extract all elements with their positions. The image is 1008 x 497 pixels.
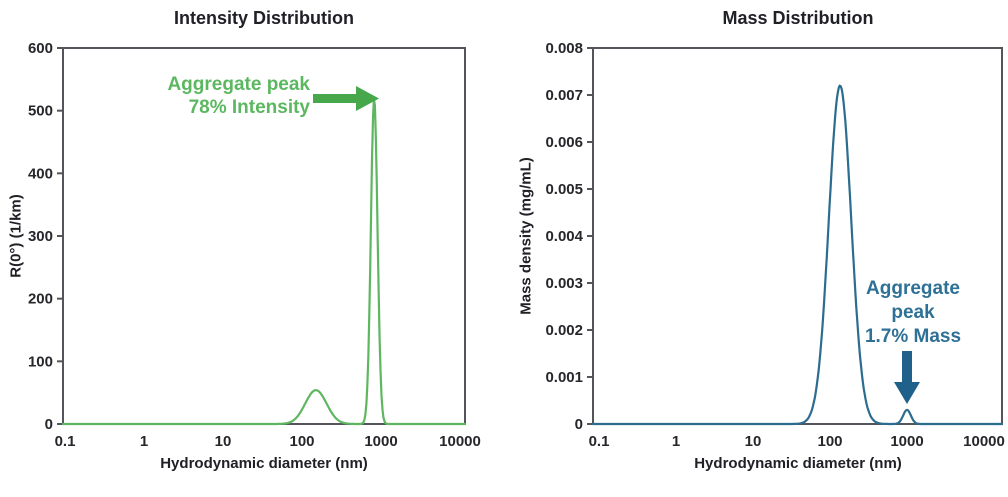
intensity-y-tick-label: 600 — [28, 40, 53, 57]
intensity-x-tick-label: 1 — [140, 433, 148, 450]
mass-y-tick-label: 0.005 — [545, 181, 583, 198]
mass-y-tick-label: 0.003 — [545, 275, 583, 292]
mass-y-axis-label: Mass density (mg/mL) — [517, 157, 535, 315]
mass-annotation-line-3: 1.7% Mass — [864, 326, 962, 347]
mass-chart-title: Mass Distribution — [722, 8, 874, 28]
mass-x-tick-label: 1 — [672, 433, 680, 450]
intensity-y-axis-label: R(0°) (1/km) — [7, 194, 25, 278]
mass-x-tick-label: 0.1 — [589, 433, 610, 450]
mass-y-tick-label: 0.001 — [545, 369, 583, 386]
intensity-x-tick-label: 1000 — [364, 433, 397, 450]
mass-x-tick-label: 1000 — [890, 433, 923, 450]
intensity-x-axis-label: Hydrodynamic diameter (nm) — [160, 455, 368, 472]
mass-y-tick-label: 0 — [575, 416, 583, 433]
intensity-x-tick-label: 100 — [289, 433, 314, 450]
intensity-x-tick-label: 10000 — [439, 433, 481, 450]
intensity-y-tick-label: 200 — [28, 291, 53, 308]
intensity-aggregate-annotation: Aggregate peak 78% Intensity — [140, 73, 310, 119]
mass-y-tick-label: 0.007 — [545, 87, 583, 104]
mass-x-tick-label: 100 — [817, 433, 842, 450]
intensity-annotation-line-1: Aggregate peak — [167, 74, 310, 95]
intensity-y-tick-label: 400 — [28, 165, 53, 182]
intensity-x-tick-label: 10 — [215, 433, 232, 450]
intensity-x-tick-label: 0.1 — [55, 433, 76, 450]
mass-annotation-line-2: peak — [891, 302, 935, 323]
intensity-y-tick-label: 0 — [45, 416, 53, 433]
mass-y-tick-label: 0.008 — [545, 40, 583, 57]
intensity-y-tick-label: 100 — [28, 353, 53, 370]
mass-plot-box — [592, 47, 1003, 425]
mass-annotation-line-1: Aggregate — [866, 278, 960, 299]
mass-aggregate-annotation: Aggregate peak 1.7% Mass — [865, 277, 961, 349]
mass-y-tick-label: 0.004 — [545, 228, 583, 245]
mass-annotation-arrow-icon — [894, 351, 920, 404]
intensity-y-tick-label: 500 — [28, 103, 53, 120]
mass-x-tick-label: 10 — [745, 433, 762, 450]
mass-y-tick-label: 0.002 — [545, 322, 583, 339]
intensity-chart-title: Intensity Distribution — [174, 8, 354, 28]
intensity-annotation-line-2: 78% Intensity — [188, 97, 310, 118]
intensity-annotation-arrow-icon — [313, 86, 379, 111]
intensity-y-tick-label: 300 — [28, 228, 53, 245]
mass-curve — [591, 84, 1004, 426]
mass-x-axis-label: Hydrodynamic diameter (nm) — [694, 455, 902, 472]
mass-y-tick-label: 0.006 — [545, 134, 583, 151]
intensity-curve — [61, 97, 467, 426]
mass-x-tick-label: 10000 — [963, 433, 1005, 450]
